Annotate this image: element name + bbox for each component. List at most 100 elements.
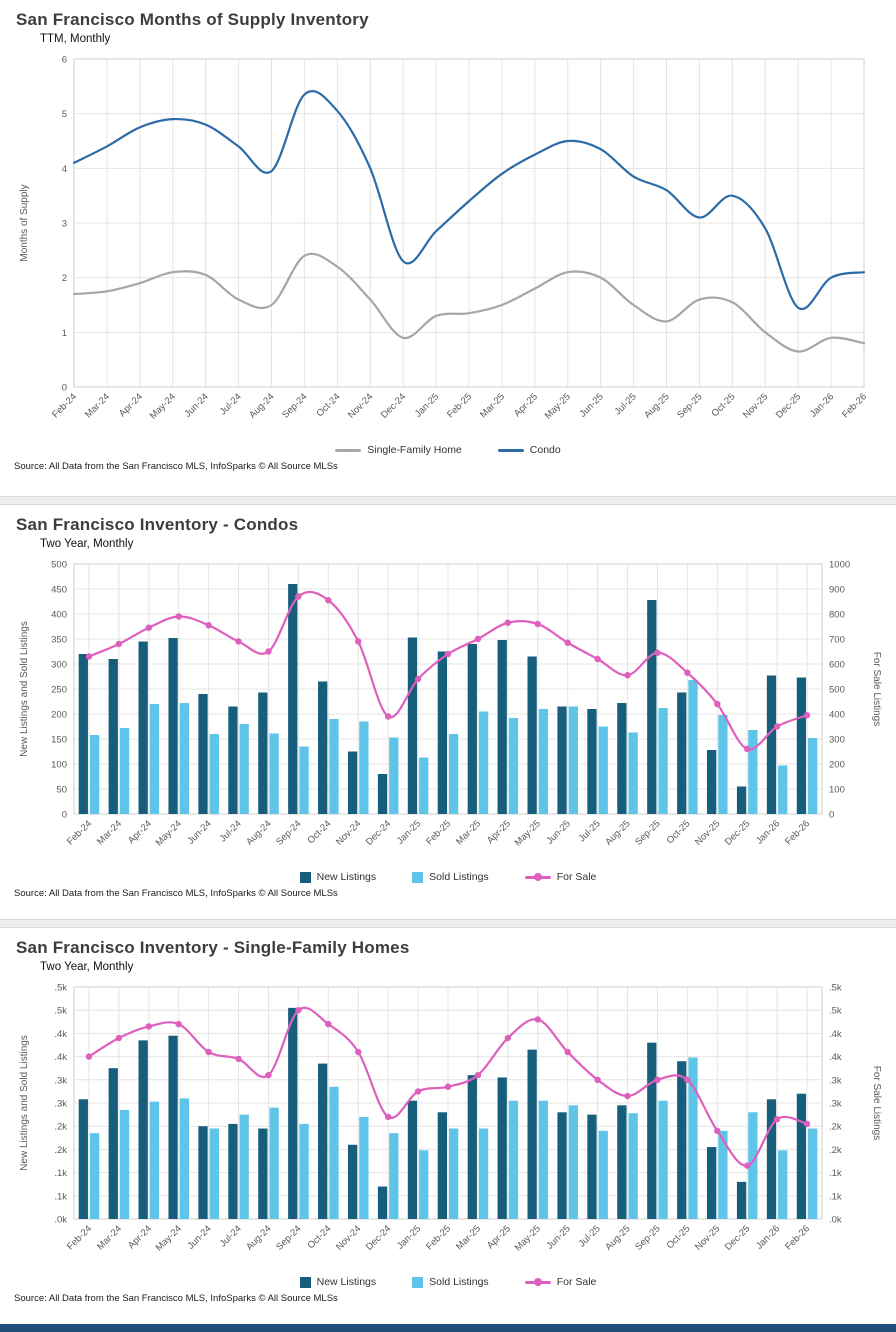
svg-text:6: 6 <box>62 55 67 66</box>
svg-text:Jul-25: Jul-25 <box>577 818 603 844</box>
svg-text:.5k: .5k <box>829 983 842 994</box>
svg-text:Feb-26: Feb-26 <box>783 1223 812 1252</box>
svg-text:.4k: .4k <box>829 1029 842 1040</box>
plot-border <box>73 58 865 388</box>
svg-text:500: 500 <box>51 560 67 571</box>
svg-text:Oct-24: Oct-24 <box>305 1223 333 1251</box>
svg-text:Oct-25: Oct-25 <box>665 818 693 846</box>
legend-item-sold-listings: Sold Listings <box>412 871 489 883</box>
svg-text:Apr-24: Apr-24 <box>126 818 154 846</box>
legend: New Listings Sold Listings For Sale <box>14 871 882 883</box>
y-axis-right-ticks: 0 100 200 300 400 500 600 700 800 900 1000 <box>829 560 850 821</box>
y-axis-right-title: For Sale Listings <box>871 1066 882 1140</box>
svg-text:.4k: .4k <box>54 1029 67 1040</box>
svg-text:Apr-25: Apr-25 <box>485 818 513 846</box>
svg-text:1000: 1000 <box>829 560 850 571</box>
svg-text:.0k: .0k <box>829 1215 842 1226</box>
svg-text:.3k: .3k <box>829 1075 842 1086</box>
svg-text:May-24: May-24 <box>148 391 178 421</box>
svg-text:Sep-25: Sep-25 <box>633 818 662 847</box>
plot-border <box>73 563 823 815</box>
x-axis-labels: Feb-24 Mar-24 Apr-24 May-24 Jun-24 Jul-24 Aug-… <box>50 391 869 421</box>
legend-item-for-sale: For Sale <box>524 871 597 883</box>
svg-text:Aug-25: Aug-25 <box>603 1223 632 1252</box>
legend-swatch-dot <box>533 873 542 881</box>
svg-text:100: 100 <box>829 785 845 796</box>
svg-text:2: 2 <box>62 273 67 284</box>
months-supply-panel: San Francisco Months of Supply Inventory… <box>0 0 896 496</box>
svg-text:Feb-25: Feb-25 <box>424 1223 453 1252</box>
svg-text:Aug-24: Aug-24 <box>244 1223 273 1252</box>
legend-swatch-square <box>299 1276 311 1288</box>
legend-label: Single-Family Home <box>367 444 462 456</box>
svg-text:Dec-24: Dec-24 <box>364 818 393 847</box>
svg-text:May-24: May-24 <box>154 1223 184 1253</box>
y-axis-left-ticks: 0 1 2 3 4 5 6 <box>62 55 67 394</box>
svg-text:1: 1 <box>62 328 67 339</box>
svg-text:.2k: .2k <box>54 1145 67 1156</box>
svg-text:May-25: May-25 <box>543 391 573 421</box>
svg-text:.5k: .5k <box>54 983 67 994</box>
legend-label: For Sale <box>556 871 597 883</box>
series-new-listings <box>78 1007 807 1219</box>
svg-text:4: 4 <box>62 164 67 175</box>
series-single-family-home <box>72 252 866 353</box>
page-title: San Francisco Months of Supply Inventory <box>16 10 369 29</box>
legend-label: Sold Listings <box>429 871 489 883</box>
legend-swatch-square <box>412 871 424 883</box>
svg-text:Jan-26: Jan-26 <box>808 391 836 419</box>
legend-label: New Listings <box>316 871 377 883</box>
svg-text:Oct-25: Oct-25 <box>665 1223 693 1251</box>
sfh-inventory-combo-chart: .0k .1k .1k .2k .2k .3k .3k .4k .4k .5k .5k .0k .1k.… <box>19 983 882 1254</box>
grid <box>73 58 865 388</box>
svg-text:300: 300 <box>51 660 67 671</box>
legend: Single-Family Home Condo <box>14 444 882 456</box>
legend-swatch-line <box>524 1278 551 1286</box>
svg-text:Feb-24: Feb-24 <box>65 818 94 847</box>
svg-text:Apr-25: Apr-25 <box>485 1223 513 1251</box>
svg-text:.1k: .1k <box>54 1191 67 1202</box>
legend-item-new-listings: New Listings <box>299 871 377 883</box>
svg-text:0: 0 <box>62 383 67 394</box>
svg-text:5: 5 <box>62 109 67 120</box>
legend-swatch-square <box>412 1276 424 1288</box>
svg-text:Oct-24: Oct-24 <box>305 818 333 846</box>
svg-text:Jun-25: Jun-25 <box>544 1223 572 1251</box>
svg-text:.0k: .0k <box>54 1215 67 1226</box>
svg-text:Feb-25: Feb-25 <box>424 818 453 847</box>
svg-text:Mar-24: Mar-24 <box>95 1223 124 1252</box>
svg-text:350: 350 <box>51 635 67 646</box>
source-note: Source: All Data from the San Francisco … <box>14 461 338 472</box>
svg-text:Apr-25: Apr-25 <box>512 391 540 419</box>
svg-text:Dec-24: Dec-24 <box>364 1223 393 1252</box>
series-for-sale <box>85 1006 811 1169</box>
svg-text:400: 400 <box>51 610 67 621</box>
svg-text:250: 250 <box>51 685 67 696</box>
svg-text:Mar-25: Mar-25 <box>454 818 483 847</box>
svg-text:Dec-25: Dec-25 <box>723 1223 752 1252</box>
svg-text:Sep-25: Sep-25 <box>675 391 704 420</box>
y-axis-left-ticks: 0 50 100 150 200 250 300 350 400 450 500 <box>51 560 67 821</box>
legend-label: Condo <box>529 444 561 456</box>
chart-subtitle: Two Year, Monthly <box>40 961 134 973</box>
svg-text:.4k: .4k <box>829 1052 842 1063</box>
svg-text:Nov-24: Nov-24 <box>334 818 363 847</box>
svg-text:Jan-25: Jan-25 <box>395 818 423 846</box>
svg-text:Sep-24: Sep-24 <box>280 391 309 420</box>
svg-text:Jan-25: Jan-25 <box>395 1223 423 1251</box>
x-axis-labels: Feb-24 Mar-24 Apr-24 May-24 Jun-24 Jul-24 Aug-… <box>65 1223 812 1253</box>
svg-text:Dec-25: Dec-25 <box>774 391 803 420</box>
svg-text:.3k: .3k <box>829 1099 842 1110</box>
chart-subtitle: Two Year, Monthly <box>40 538 134 550</box>
svg-text:450: 450 <box>51 585 67 596</box>
legend-swatch-square <box>299 871 311 883</box>
svg-text:Oct-24: Oct-24 <box>315 391 343 419</box>
svg-text:.4k: .4k <box>54 1052 67 1063</box>
svg-text:Aug-24: Aug-24 <box>247 391 276 420</box>
svg-text:Jun-24: Jun-24 <box>182 391 210 419</box>
svg-text:Nov-25: Nov-25 <box>741 391 770 420</box>
legend-item-sold-listings: Sold Listings <box>412 1276 489 1288</box>
svg-text:Jul-25: Jul-25 <box>577 1223 603 1249</box>
y-axis-left-title: Months of Supply <box>19 184 30 261</box>
